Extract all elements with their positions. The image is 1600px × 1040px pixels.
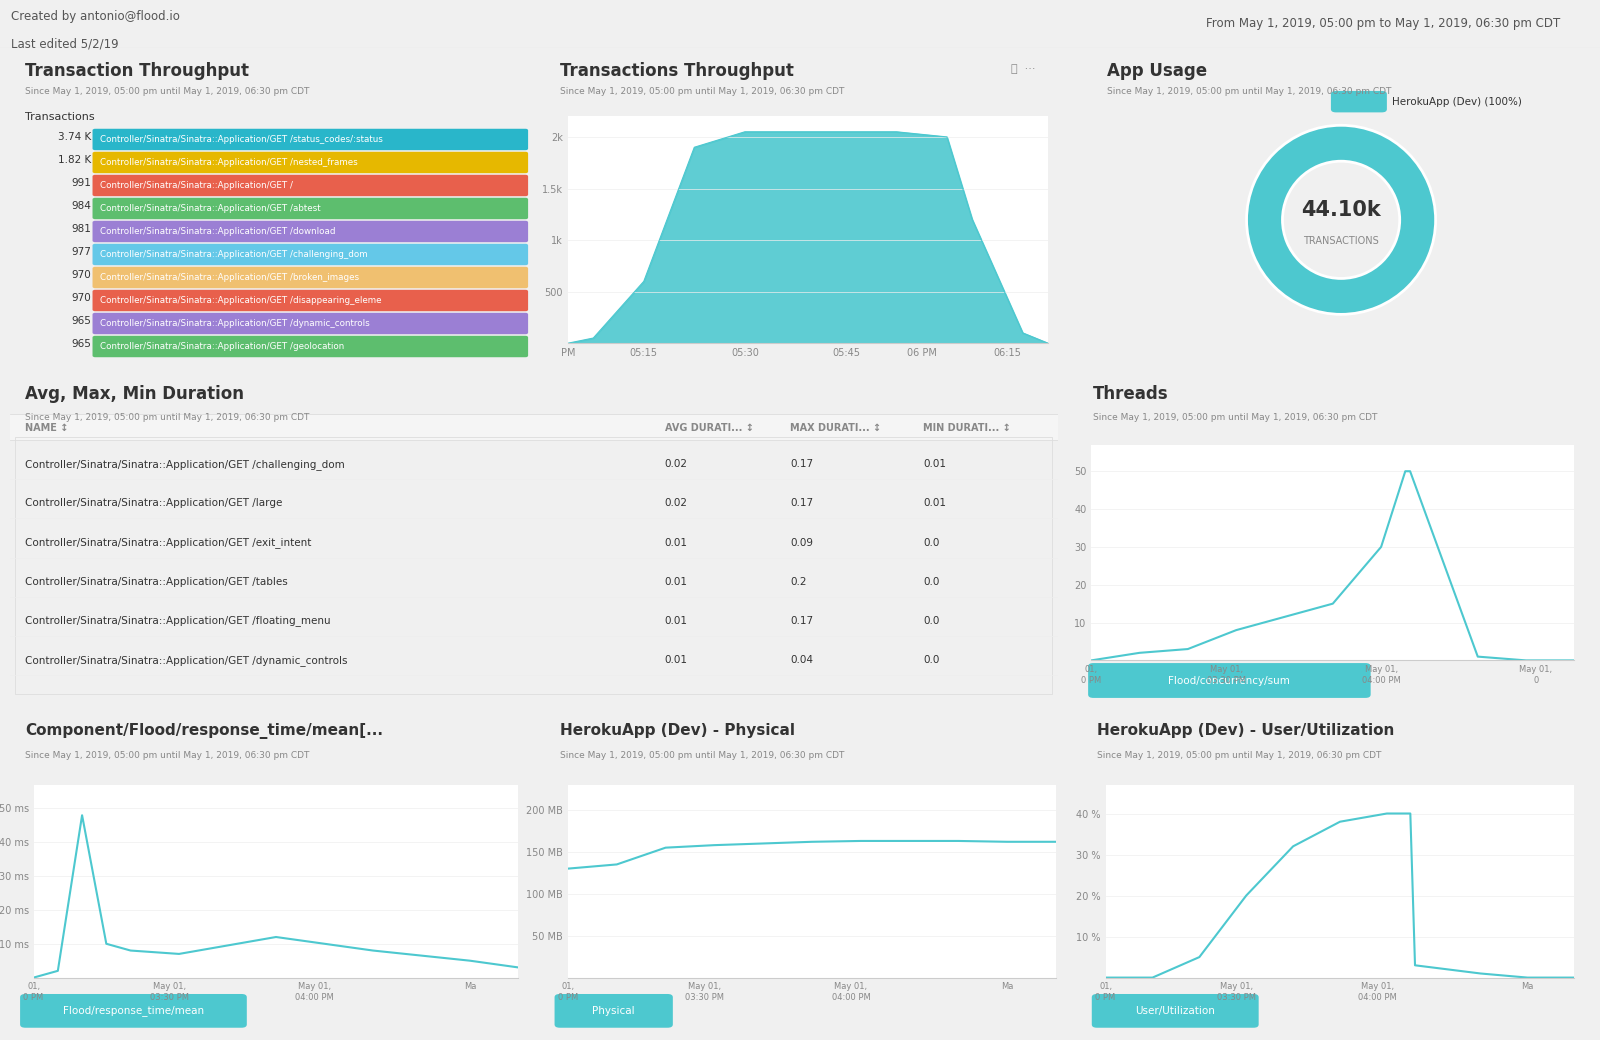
Text: Created by antonio@flood.io: Created by antonio@flood.io xyxy=(11,9,181,23)
FancyBboxPatch shape xyxy=(1091,994,1259,1028)
Text: 0.0: 0.0 xyxy=(923,538,939,548)
Text: Controller/Sinatra/Sinatra::Application/GET /disappearing_eleme: Controller/Sinatra/Sinatra::Application/… xyxy=(101,296,382,305)
Text: Controller/Sinatra/Sinatra::Application/GET /nested_frames: Controller/Sinatra/Sinatra::Application/… xyxy=(101,158,358,167)
Text: 0.02: 0.02 xyxy=(664,460,688,469)
FancyBboxPatch shape xyxy=(93,220,528,242)
FancyBboxPatch shape xyxy=(93,129,528,150)
Text: Controller/Sinatra/Sinatra::Application/GET /floating_menu: Controller/Sinatra/Sinatra::Application/… xyxy=(26,616,331,626)
Text: Since May 1, 2019, 05:00 pm until May 1, 2019, 06:30 pm CDT: Since May 1, 2019, 05:00 pm until May 1,… xyxy=(26,413,310,421)
FancyBboxPatch shape xyxy=(1088,664,1371,698)
Text: Controller/Sinatra/Sinatra::Application/GET /download: Controller/Sinatra/Sinatra::Application/… xyxy=(101,227,336,236)
FancyBboxPatch shape xyxy=(10,414,1058,440)
Text: MAX DURATI... ↕: MAX DURATI... ↕ xyxy=(790,423,882,433)
Text: 0.0: 0.0 xyxy=(923,616,939,626)
Text: 970: 970 xyxy=(70,293,91,304)
Text: Since May 1, 2019, 05:00 pm until May 1, 2019, 06:30 pm CDT: Since May 1, 2019, 05:00 pm until May 1,… xyxy=(1093,413,1378,421)
Text: HerokuApp (Dev) - User/Utilization: HerokuApp (Dev) - User/Utilization xyxy=(1098,723,1394,738)
Text: 0.04: 0.04 xyxy=(790,655,813,666)
Text: 0.01: 0.01 xyxy=(664,655,688,666)
Text: 970: 970 xyxy=(70,270,91,280)
Text: From May 1, 2019, 05:00 pm to May 1, 2019, 06:30 pm CDT: From May 1, 2019, 05:00 pm to May 1, 201… xyxy=(1206,18,1560,30)
Text: Transactions: Transactions xyxy=(26,112,94,123)
Text: 0.0: 0.0 xyxy=(923,577,939,587)
Text: Controller/Sinatra/Sinatra::Application/GET /large: Controller/Sinatra/Sinatra::Application/… xyxy=(26,498,283,509)
Text: 0.09: 0.09 xyxy=(790,538,813,548)
Text: Controller/Sinatra/Sinatra::Application/GET /challenging_dom: Controller/Sinatra/Sinatra::Application/… xyxy=(26,459,346,470)
Text: Controller/Sinatra/Sinatra::Application/GET /: Controller/Sinatra/Sinatra::Application/… xyxy=(101,181,293,190)
Text: 0.01: 0.01 xyxy=(923,460,947,469)
Text: App Usage: App Usage xyxy=(1107,62,1206,80)
Text: 0.01: 0.01 xyxy=(664,538,688,548)
Text: Controller/Sinatra/Sinatra::Application/GET /tables: Controller/Sinatra/Sinatra::Application/… xyxy=(26,577,288,587)
Text: 44.10k: 44.10k xyxy=(1301,201,1381,220)
FancyBboxPatch shape xyxy=(555,994,674,1028)
Text: Controller/Sinatra/Sinatra::Application/GET /geolocation: Controller/Sinatra/Sinatra::Application/… xyxy=(101,342,344,352)
FancyBboxPatch shape xyxy=(93,267,528,288)
Text: 0.01: 0.01 xyxy=(923,498,947,509)
Text: Since May 1, 2019, 05:00 pm until May 1, 2019, 06:30 pm CDT: Since May 1, 2019, 05:00 pm until May 1,… xyxy=(1098,751,1381,760)
Text: 0.17: 0.17 xyxy=(790,498,813,509)
Text: Transaction Throughput: Transaction Throughput xyxy=(26,62,250,80)
Wedge shape xyxy=(1246,125,1435,314)
Text: Controller/Sinatra/Sinatra::Application/GET /broken_images: Controller/Sinatra/Sinatra::Application/… xyxy=(101,274,360,282)
Text: Transactions Throughput: Transactions Throughput xyxy=(560,62,794,80)
Text: 977: 977 xyxy=(70,248,91,257)
Text: Since May 1, 2019, 05:00 pm until May 1, 2019, 06:30 pm CDT: Since May 1, 2019, 05:00 pm until May 1,… xyxy=(560,87,845,96)
Text: 0.01: 0.01 xyxy=(664,577,688,587)
Text: ⓘ  ···: ⓘ ··· xyxy=(1011,63,1035,74)
Text: NAME ↕: NAME ↕ xyxy=(26,423,69,433)
Text: 981: 981 xyxy=(70,225,91,234)
Text: Threads: Threads xyxy=(1093,386,1170,404)
Text: Since May 1, 2019, 05:00 pm until May 1, 2019, 06:30 pm CDT: Since May 1, 2019, 05:00 pm until May 1,… xyxy=(26,751,310,760)
Text: Physical: Physical xyxy=(592,1006,635,1016)
Text: Last edited 5/2/19: Last edited 5/2/19 xyxy=(11,37,118,50)
Text: User/Utilization: User/Utilization xyxy=(1136,1006,1214,1016)
FancyBboxPatch shape xyxy=(93,198,528,219)
Text: Flood/concurrency/sum: Flood/concurrency/sum xyxy=(1168,676,1290,685)
Text: Controller/Sinatra/Sinatra::Application/GET /status_codes/:status: Controller/Sinatra/Sinatra::Application/… xyxy=(101,135,384,144)
Text: Component/Flood/response_time/mean[...: Component/Flood/response_time/mean[... xyxy=(26,723,384,739)
Text: 0.02: 0.02 xyxy=(664,498,688,509)
Text: Since May 1, 2019, 05:00 pm until May 1, 2019, 06:30 pm CDT: Since May 1, 2019, 05:00 pm until May 1,… xyxy=(560,751,845,760)
Text: 0.01: 0.01 xyxy=(664,616,688,626)
Text: 991: 991 xyxy=(70,178,91,188)
Text: 3.74 K: 3.74 K xyxy=(58,132,91,142)
FancyBboxPatch shape xyxy=(93,290,528,311)
FancyBboxPatch shape xyxy=(21,994,246,1028)
Text: HerokuApp (Dev) (100%): HerokuApp (Dev) (100%) xyxy=(1392,97,1522,107)
Text: Since May 1, 2019, 05:00 pm until May 1, 2019, 06:30 pm CDT: Since May 1, 2019, 05:00 pm until May 1,… xyxy=(1107,87,1392,96)
Text: Controller/Sinatra/Sinatra::Application/GET /dynamic_controls: Controller/Sinatra/Sinatra::Application/… xyxy=(26,654,347,666)
Text: Since May 1, 2019, 05:00 pm until May 1, 2019, 06:30 pm CDT: Since May 1, 2019, 05:00 pm until May 1,… xyxy=(26,87,310,96)
Text: 984: 984 xyxy=(70,202,91,211)
Text: TRANSACTIONS: TRANSACTIONS xyxy=(1304,236,1379,245)
FancyBboxPatch shape xyxy=(1331,90,1387,112)
FancyBboxPatch shape xyxy=(93,313,528,334)
Text: MIN DURATI... ↕: MIN DURATI... ↕ xyxy=(923,423,1011,433)
Text: Controller/Sinatra/Sinatra::Application/GET /exit_intent: Controller/Sinatra/Sinatra::Application/… xyxy=(26,538,312,548)
Text: Controller/Sinatra/Sinatra::Application/GET /challenging_dom: Controller/Sinatra/Sinatra::Application/… xyxy=(101,250,368,259)
FancyBboxPatch shape xyxy=(93,152,528,174)
Text: 965: 965 xyxy=(70,339,91,349)
Text: Controller/Sinatra/Sinatra::Application/GET /dynamic_controls: Controller/Sinatra/Sinatra::Application/… xyxy=(101,319,370,328)
Text: Controller/Sinatra/Sinatra::Application/GET /abtest: Controller/Sinatra/Sinatra::Application/… xyxy=(101,204,322,213)
Text: 0.0: 0.0 xyxy=(923,655,939,666)
Text: Avg, Max, Min Duration: Avg, Max, Min Duration xyxy=(26,386,245,404)
FancyBboxPatch shape xyxy=(93,175,528,197)
FancyBboxPatch shape xyxy=(93,336,528,357)
Text: 0.2: 0.2 xyxy=(790,577,806,587)
Text: AVG DURATI... ↕: AVG DURATI... ↕ xyxy=(664,423,754,433)
FancyBboxPatch shape xyxy=(93,243,528,265)
Text: 0.17: 0.17 xyxy=(790,616,813,626)
Text: 1.82 K: 1.82 K xyxy=(58,155,91,165)
Text: Flood/response_time/mean: Flood/response_time/mean xyxy=(62,1006,205,1016)
Text: 965: 965 xyxy=(70,316,91,327)
Text: HerokuApp (Dev) - Physical: HerokuApp (Dev) - Physical xyxy=(560,723,795,738)
Text: 0.17: 0.17 xyxy=(790,460,813,469)
